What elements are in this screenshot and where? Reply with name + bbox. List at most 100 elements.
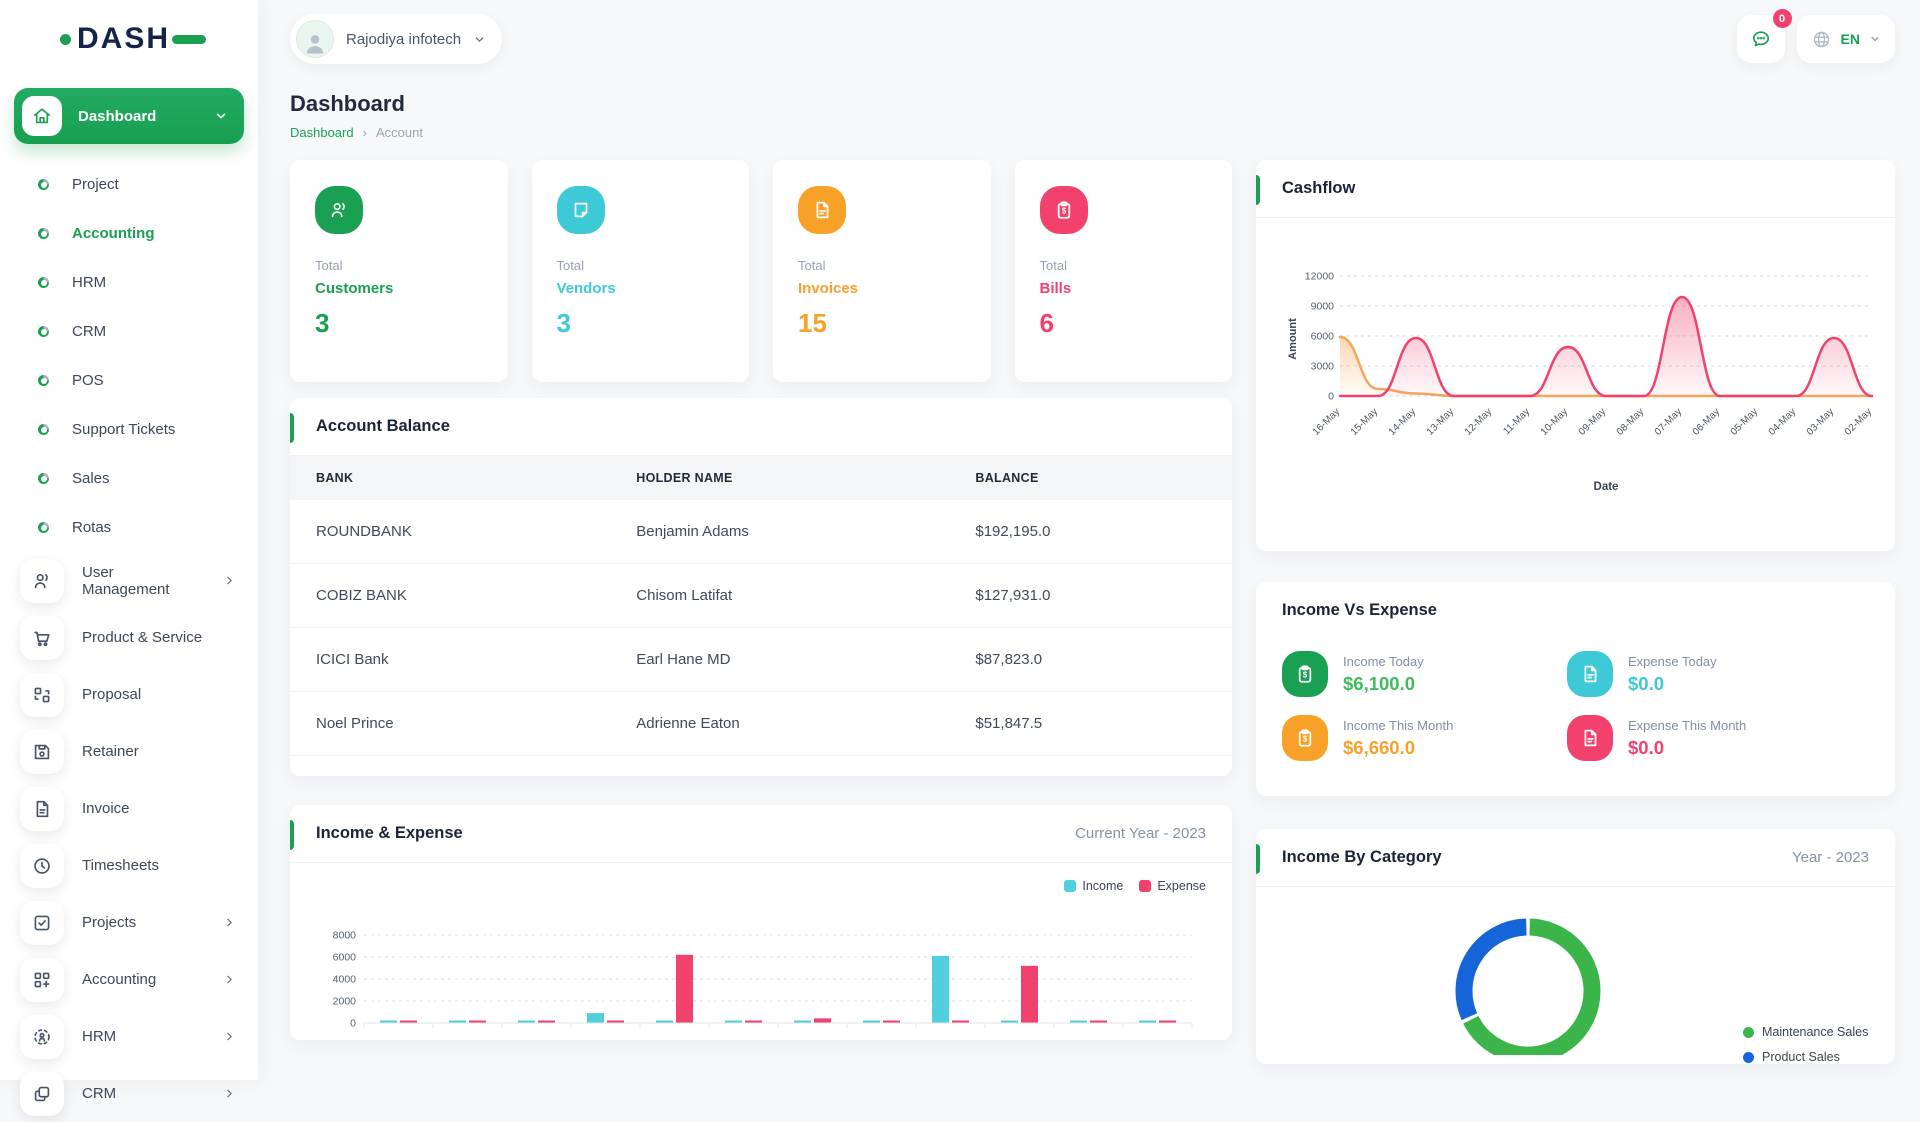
sidebar-item-crm[interactable]: CRM xyxy=(0,1065,258,1122)
chart-legend: Income Expense xyxy=(1064,879,1206,893)
proposal-icon xyxy=(20,673,64,717)
logo-dash-icon xyxy=(172,35,206,44)
bullet-icon xyxy=(38,473,49,484)
sidebar-item-user-management[interactable]: User Management xyxy=(0,552,258,609)
chevron-right-icon xyxy=(223,1087,236,1100)
retainer-icon xyxy=(20,730,64,774)
svg-text:11-May: 11-May xyxy=(1501,406,1532,437)
sidebar-item-product-service[interactable]: Product & Service xyxy=(0,609,258,666)
legend-swatch xyxy=(1064,880,1076,892)
balance-cell: $192,195.0 xyxy=(949,500,1232,564)
svg-text:02-May: 02-May xyxy=(1843,406,1874,437)
sidebar-item-label: Projects xyxy=(82,914,205,931)
column-header-balance: BALANCE xyxy=(949,456,1232,500)
crm-icon xyxy=(20,1072,64,1116)
legend-item[interactable]: Maintenance Sales xyxy=(1743,1025,1868,1039)
sidebar-item-support-tickets[interactable]: Support Tickets xyxy=(0,405,258,454)
legend-item[interactable]: Product Sales xyxy=(1743,1050,1868,1064)
sidebar-item-retainer[interactable]: Retainer xyxy=(0,723,258,780)
svg-text:12000: 12000 xyxy=(1305,271,1334,283)
metric-value: $6,100.0 xyxy=(1343,673,1424,695)
page-title: Dashboard xyxy=(290,91,1895,117)
svg-text:2000: 2000 xyxy=(333,996,357,1008)
sidebar-item-hrm[interactable]: HRM xyxy=(0,258,258,307)
svg-text:08-May: 08-May xyxy=(1615,406,1646,437)
avatar xyxy=(296,20,334,58)
svg-text:4000: 4000 xyxy=(333,974,357,986)
bullet-icon xyxy=(38,326,49,337)
sidebar-item-rotas[interactable]: Rotas xyxy=(0,503,258,552)
app-logo[interactable]: DASH xyxy=(0,0,258,78)
svg-text:$: $ xyxy=(1303,734,1308,743)
chevron-down-icon xyxy=(1869,33,1881,45)
sidebar-item-proposal[interactable]: Proposal xyxy=(0,666,258,723)
legend-item[interactable]: Income xyxy=(1064,879,1123,893)
sidebar-item-label: Dashboard xyxy=(78,108,198,125)
company-switcher[interactable]: Rajodiya infotech xyxy=(290,14,502,64)
projects-icon xyxy=(20,901,64,945)
income-expense-title: Income & Expense xyxy=(316,824,463,843)
sidebar-item-sales[interactable]: Sales xyxy=(0,454,258,503)
stat-label: Total xyxy=(1040,258,1208,273)
holder-cell: Benjamin Adams xyxy=(610,500,949,564)
svg-text:04-May: 04-May xyxy=(1767,406,1798,437)
users-icon xyxy=(20,559,64,603)
sidebar-item-label: Retainer xyxy=(82,743,236,760)
sidebar-item-label: Accounting xyxy=(82,971,205,988)
main-content: Dashboard Dashboard › Account Total Custo… xyxy=(258,78,1920,1080)
page-head: Dashboard Dashboard › Account xyxy=(290,91,1895,140)
sidebar-item-projects[interactable]: Projects xyxy=(0,894,258,951)
column-header-bank: BANK xyxy=(290,456,610,500)
bank-cell: ICICI Bank xyxy=(290,628,610,692)
language-selector[interactable]: EN xyxy=(1797,15,1895,63)
globe-icon xyxy=(1811,29,1832,50)
messages-button[interactable]: 0 xyxy=(1737,15,1785,63)
svg-text:13-May: 13-May xyxy=(1425,406,1456,437)
accounting-icon xyxy=(20,958,64,1002)
chevron-right-icon xyxy=(223,916,236,929)
sidebar-item-hrm[interactable]: HRM xyxy=(0,1008,258,1065)
svg-text:3000: 3000 xyxy=(1311,361,1335,373)
sidebar-item-invoice[interactable]: Invoice xyxy=(0,780,258,837)
sidebar-item-timesheets[interactable]: Timesheets xyxy=(0,837,258,894)
sidebar-item-label: CRM xyxy=(72,323,106,340)
svg-text:$: $ xyxy=(1061,206,1066,215)
legend-item[interactable]: Expense xyxy=(1139,879,1206,893)
income-expense-year: Current Year - 2023 xyxy=(1075,825,1206,842)
sidebar-item-dashboard[interactable]: Dashboard xyxy=(14,88,244,144)
file-icon xyxy=(798,186,846,234)
sidebar-item-label: Invoice xyxy=(82,800,236,817)
svg-text:16-May: 16-May xyxy=(1311,406,1342,437)
logo-text: DASH xyxy=(77,22,170,56)
invoice-icon xyxy=(20,787,64,831)
sidebar-item-pos[interactable]: POS xyxy=(0,356,258,405)
svg-text:09-May: 09-May xyxy=(1577,406,1608,437)
sidebar-item-project[interactable]: Project xyxy=(0,160,258,209)
income-expense-card: Income & Expense Current Year - 2023 Inc… xyxy=(290,805,1232,1040)
stat-name: Customers xyxy=(315,280,483,297)
metric-income-today: $Income Today$6,100.0 xyxy=(1282,651,1567,697)
breadcrumb-dashboard-link[interactable]: Dashboard xyxy=(290,125,354,140)
metric-value: $0.0 xyxy=(1628,737,1746,759)
account-balance-title: Account Balance xyxy=(316,417,450,436)
stat-value: 3 xyxy=(557,308,725,339)
legend-swatch xyxy=(1743,1052,1754,1063)
svg-text:9000: 9000 xyxy=(1311,301,1335,313)
metric-expense-today: Expense Today$0.0 xyxy=(1567,651,1869,697)
chevron-right-icon xyxy=(223,1030,236,1043)
clipboard-icon: $ xyxy=(1282,651,1328,697)
sidebar-item-label: Rotas xyxy=(72,519,111,536)
sidebar-item-accounting[interactable]: Accounting xyxy=(0,951,258,1008)
svg-text:6000: 6000 xyxy=(333,952,357,964)
sidebar-item-accounting[interactable]: Accounting xyxy=(0,209,258,258)
metric-label: Expense This Month xyxy=(1628,718,1746,733)
sidebar-item-crm[interactable]: CRM xyxy=(0,307,258,356)
stat-label: Total xyxy=(315,258,483,273)
sidebar-item-label: Project xyxy=(72,176,119,193)
sidebar-item-label: Proposal xyxy=(82,686,236,703)
